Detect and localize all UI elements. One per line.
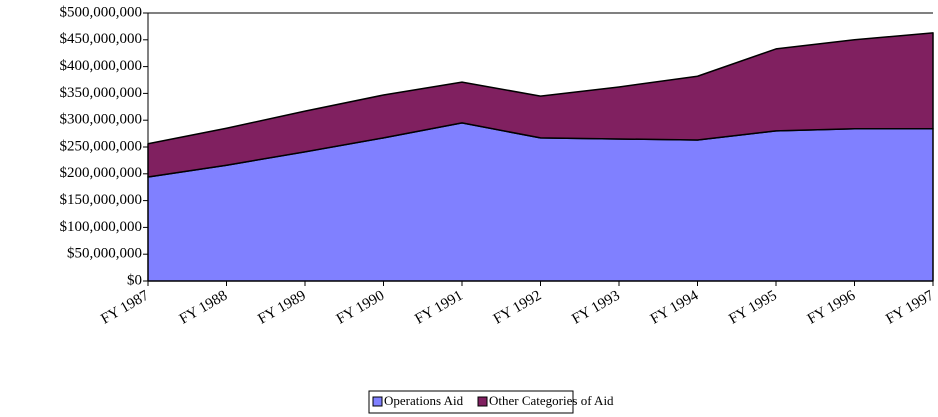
y-tick-label: $50,000,000 [67,246,142,262]
x-tick-label: FY 1995 [726,288,779,328]
y-tick-label: $400,000,000 [60,58,143,74]
legend-label: Other Categories of Aid [489,393,614,408]
x-tick-label: FY 1991 [412,288,465,328]
y-tick-label: $100,000,000 [60,219,143,235]
x-tick-label: FY 1994 [648,287,702,327]
area [147,32,934,178]
x-tick-label: FY 1989 [255,288,308,328]
x-tick-label: FY 1997 [883,287,937,327]
y-tick-label: $350,000,000 [60,85,143,101]
x-tick-label: FY 1992 [491,288,544,328]
x-tick-label: FY 1990 [334,288,387,328]
legend-swatch [477,396,488,407]
y-tick-label: $500,000,000 [60,4,143,20]
y-tick-label: $300,000,000 [60,112,143,128]
y-tick-label: $450,000,000 [60,31,143,47]
y-tick-label: $150,000,000 [60,192,143,208]
legend-label: Operations Aid [384,393,464,408]
legend-swatch [372,396,383,407]
x-tick-label: FY 1987 [98,287,152,327]
x-tick-label: FY 1996 [805,287,859,327]
y-tick-label: $0 [127,272,142,288]
y-tick-label: $200,000,000 [60,165,143,181]
x-tick-label: FY 1993 [569,288,622,328]
legend-box [368,390,574,414]
y-tick-label: $250,000,000 [60,138,143,154]
x-tick-label: FY 1988 [177,288,230,328]
